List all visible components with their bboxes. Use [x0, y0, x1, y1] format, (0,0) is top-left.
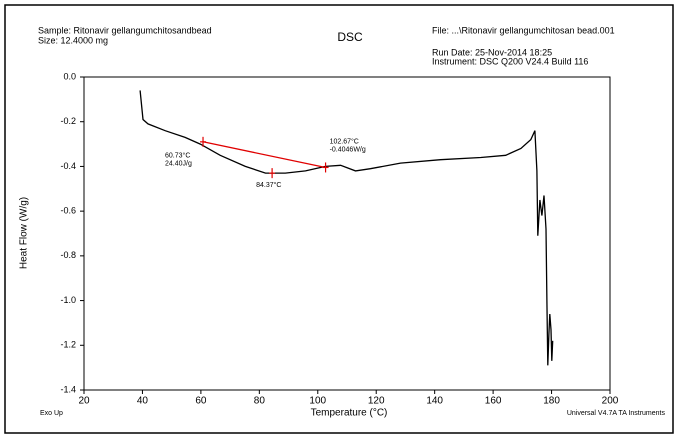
x-tick-label: 80	[254, 396, 266, 407]
plot-frame	[83, 76, 611, 391]
y-tick-label: -1.4	[60, 384, 76, 394]
sample: Sample: Ritonavir gellangumchitosandbead	[38, 25, 212, 35]
annotation: -0.4046W/g	[330, 146, 366, 153]
exo-label: Exo Up	[40, 410, 63, 417]
y-tick-label: -0.4	[60, 161, 76, 171]
annotation: 60.73°C	[165, 152, 190, 160]
x-tick-label: 120	[368, 396, 385, 407]
y-tick-label: -0.6	[60, 206, 76, 216]
y-tick-label: 0.0	[63, 71, 76, 81]
x-tick-label: 20	[78, 396, 90, 407]
y-tick-label: -1.0	[60, 295, 76, 305]
annotation: 84.37°C	[256, 181, 281, 189]
y-axis-label: Heat Flow (W/g)	[19, 197, 30, 269]
instrument: Instrument: DSC Q200 V24.4 Build 116	[432, 56, 588, 66]
chart-title: DSC	[337, 30, 363, 44]
annotation: 102.67°C	[330, 137, 359, 145]
run-date: Run Date: 25-Nov-2014 18:25	[432, 47, 552, 57]
x-tick-label: 160	[485, 396, 502, 407]
y-tick-label: -0.8	[60, 250, 76, 260]
data-line	[202, 141, 326, 169]
data-line	[139, 90, 554, 366]
x-tick-label: 200	[602, 396, 619, 407]
x-tick-label: 100	[309, 396, 326, 407]
x-tick-label: 140	[426, 396, 443, 407]
file: File: ...\Ritonavir gellangumchitosan be…	[432, 25, 615, 35]
footer: Universal V4.7A TA Instruments	[567, 410, 666, 417]
annotation: 24.40J/g	[165, 161, 192, 168]
y-tick-label: -0.2	[60, 116, 76, 126]
x-tick-label: 40	[137, 396, 149, 407]
y-tick-label: -1.2	[60, 340, 76, 350]
x-axis-label: Temperature (°C)	[311, 408, 388, 419]
x-tick-label: 60	[195, 396, 207, 407]
outer-frame	[4, 4, 674, 434]
size: Size: 12.4000 mg	[38, 35, 108, 45]
x-tick-label: 180	[543, 396, 560, 407]
